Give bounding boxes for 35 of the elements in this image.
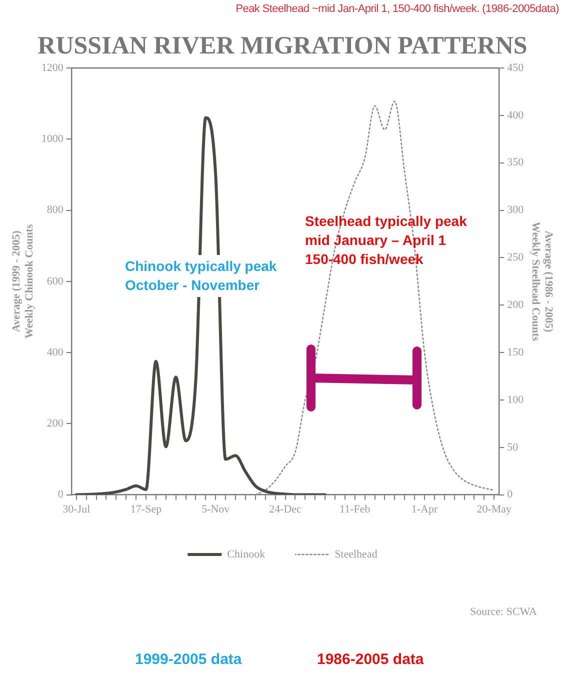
legend-label: Chinook <box>227 548 266 560</box>
x-tick-label: 5-Nov <box>202 503 230 516</box>
y2-tick-label: 0 <box>507 488 514 501</box>
y-axis-title: Average (1999 - 2005) Weekly Chinook Counts <box>10 224 36 339</box>
y-tick-label: 0 <box>58 488 64 501</box>
y2-axis-title: Average (1986 - 2005) Weekly Steelhead Counts <box>529 222 555 342</box>
x-tick-label: 11-Feb <box>339 503 371 516</box>
annotation: Chinook typically peak October - November <box>122 255 280 297</box>
x-tick-label: 20-May <box>476 503 512 516</box>
y2-tick-label: 300 <box>507 204 524 216</box>
y2-tick-label: 450 <box>507 62 524 74</box>
x-tick-label: 1-Apr <box>411 503 438 516</box>
text: 1986-2005 data <box>317 650 424 670</box>
x-tick-label: 17-Sep <box>130 503 162 516</box>
y2-tick-label: 250 <box>507 252 524 264</box>
y-tick-label: 1200 <box>41 62 64 74</box>
text: 1999-2005 data <box>135 650 242 670</box>
y2-tick-label: 150 <box>507 346 524 358</box>
y2-tick-label: 200 <box>507 299 524 311</box>
y-tick-label: 1000 <box>41 133 64 146</box>
y2-tick-label: 50 <box>507 441 519 454</box>
annotation: Steelhead typically peak mid January – April 1 150-400 fish/week <box>305 212 467 269</box>
y2-tick-label: 100 <box>507 394 524 406</box>
chart-title: RUSSIAN RIVER MIGRATION PATTERNS <box>38 32 528 60</box>
y-tick-label: 800 <box>46 204 64 216</box>
source-note: Source: SCWA <box>470 605 537 620</box>
y-tick-label: 600 <box>46 275 64 288</box>
x-tick-label: 30-Jul <box>62 503 90 516</box>
x-tick-label: 24-Dec <box>269 503 302 516</box>
legend-label: Steelhead <box>334 548 378 560</box>
y-tick-label: 200 <box>46 418 64 430</box>
y-tick-label: 400 <box>46 346 64 358</box>
y2-tick-label: 400 <box>507 109 524 122</box>
y2-tick-label: 350 <box>507 156 524 169</box>
text: Peak Steelhead ~mid Jan-April 1, 150-400 fish/week. (1986-2005data) <box>236 2 559 17</box>
